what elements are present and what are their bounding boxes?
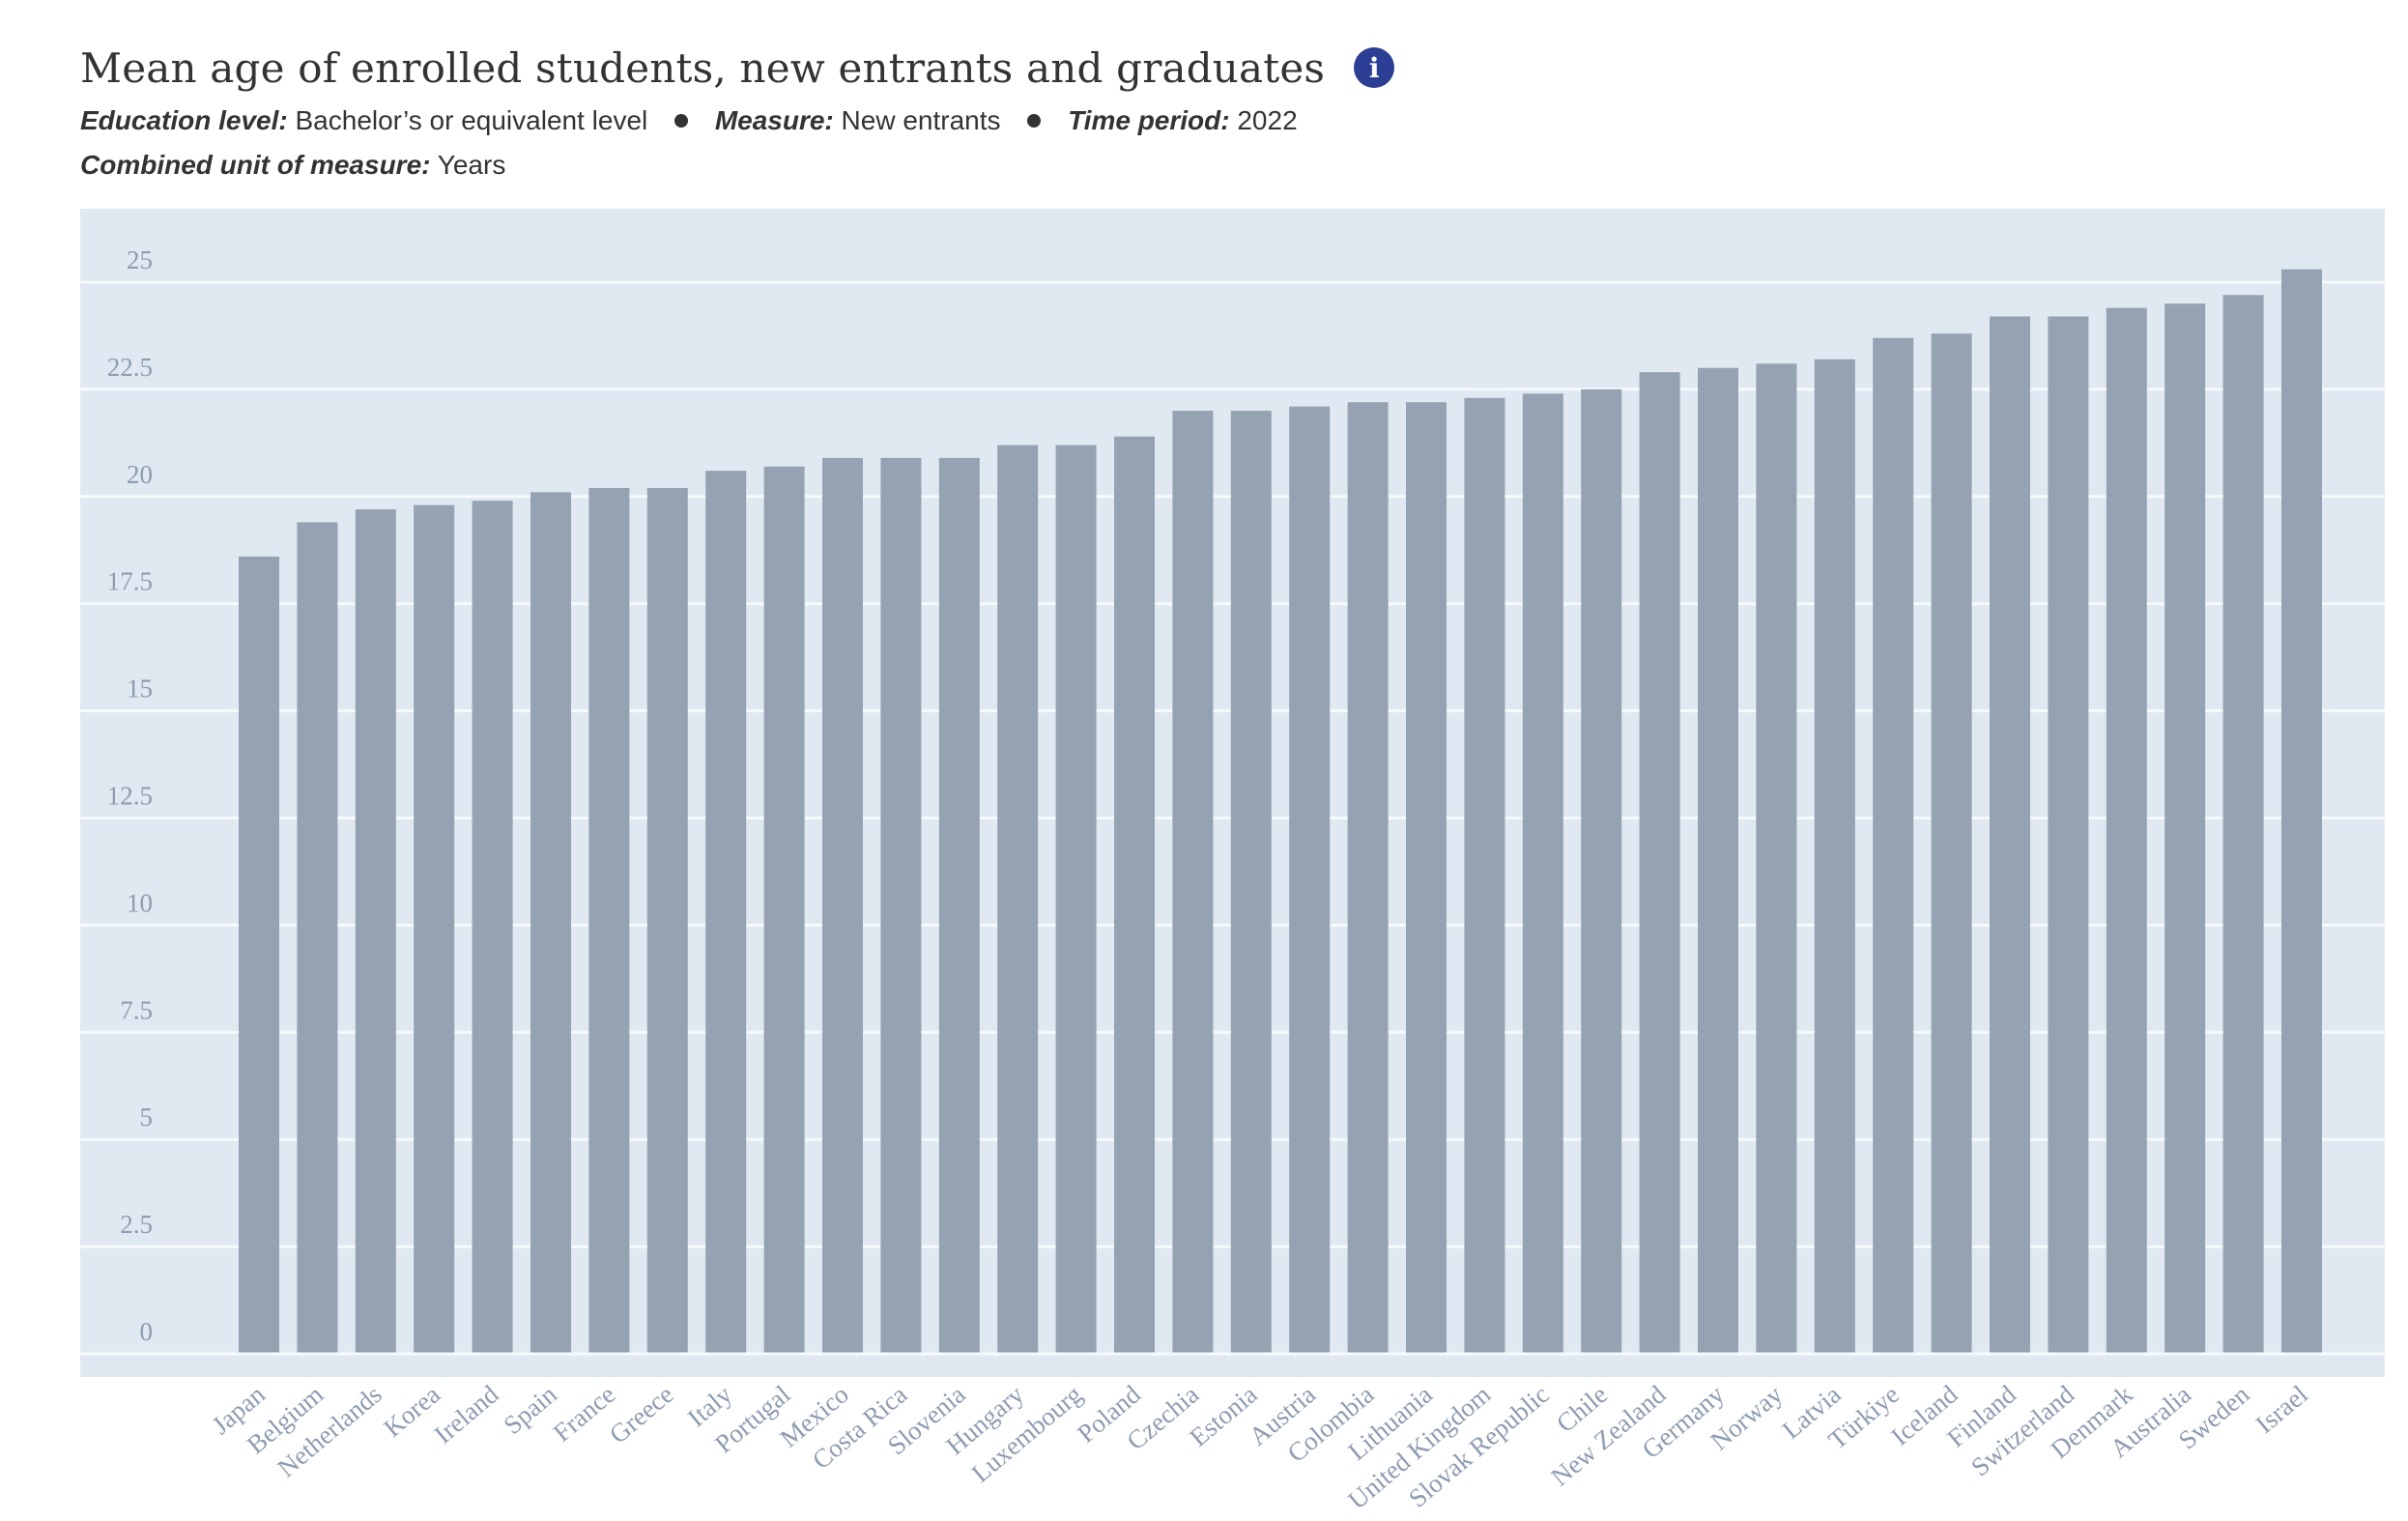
y-tick-label: 0 xyxy=(140,1317,154,1346)
bar[interactable]: Mexico: 20.9 xyxy=(822,457,863,1355)
chart-header: Mean age of enrolled students, new entra… xyxy=(80,37,2303,187)
bar[interactable]: Estonia: 22 xyxy=(1230,411,1272,1355)
chart-title: Mean age of enrolled students, new entra… xyxy=(80,43,1326,92)
bar[interactable]: Hungary: 21.2 xyxy=(997,445,1039,1354)
bar[interactable]: Slovak Republic: 22.4 xyxy=(1522,393,1563,1354)
education-level-label: Education level: xyxy=(80,105,288,135)
bar[interactable]: Korea: 19.8 xyxy=(414,504,455,1354)
bar[interactable]: Spain: 20.1 xyxy=(530,492,571,1354)
bar[interactable]: Czechia: 22 xyxy=(1172,411,1214,1355)
separator-dot xyxy=(1027,114,1042,129)
bar[interactable]: Belgium: 19.4 xyxy=(297,522,338,1354)
bar[interactable]: Costa Rica: 20.9 xyxy=(880,457,922,1355)
info-icon[interactable]: i xyxy=(1354,47,1395,88)
bar[interactable]: Ireland: 19.9 xyxy=(472,501,513,1354)
bar[interactable]: France: 20.2 xyxy=(588,487,630,1355)
unit-summary: Combined unit of measure: Years xyxy=(80,143,2303,187)
y-tick-label: 20 xyxy=(127,460,153,489)
time-period-value: 2022 xyxy=(1237,105,1298,135)
y-tick-label: 7.5 xyxy=(120,995,153,1024)
y-tick-label: 10 xyxy=(127,888,153,917)
bar[interactable]: Greece: 20.2 xyxy=(646,487,688,1355)
measure-value: New entrants xyxy=(841,105,1001,135)
y-tick-label: 2.5 xyxy=(120,1210,153,1239)
bar[interactable]: Slovenia: 20.9 xyxy=(938,457,980,1355)
bar[interactable]: Austria: 22.1 xyxy=(1289,406,1331,1354)
bar[interactable]: Chile: 22.5 xyxy=(1581,388,1622,1354)
bar[interactable]: Luxembourg: 21.2 xyxy=(1055,445,1097,1354)
separator-dot xyxy=(674,114,689,129)
bar[interactable]: Australia: 24.5 xyxy=(2164,303,2206,1355)
bar[interactable]: Switzerland: 24.2 xyxy=(2048,316,2089,1354)
x-tick-label: France xyxy=(548,1380,621,1448)
unit-label: Combined unit of measure: xyxy=(80,150,431,180)
bar[interactable]: Poland: 21.4 xyxy=(1114,436,1155,1354)
y-tick-label: 25 xyxy=(127,245,153,274)
bar[interactable]: Portugal: 20.7 xyxy=(763,466,805,1354)
bar[interactable]: Colombia: 22.2 xyxy=(1347,402,1389,1354)
measure-label: Measure: xyxy=(714,105,834,135)
bar[interactable]: New Zealand: 22.9 xyxy=(1639,372,1680,1354)
bar[interactable]: Iceland: 23.8 xyxy=(1931,333,1972,1355)
bar[interactable]: Lithuania: 22.2 xyxy=(1406,402,1447,1354)
education-level-value: Bachelor’s or equivalent level xyxy=(295,105,648,135)
bar[interactable]: Israel: 25.3 xyxy=(2281,269,2322,1354)
y-tick-label: 22.5 xyxy=(107,353,153,382)
bar[interactable]: Sweden: 24.7 xyxy=(2222,295,2264,1355)
y-tick-label: 17.5 xyxy=(107,567,153,596)
y-tick-label: 15 xyxy=(127,674,153,703)
x-tick-label: Ireland xyxy=(429,1379,504,1449)
x-tick-label: Israel xyxy=(2250,1380,2313,1440)
bar[interactable]: Türkiye: 23.7 xyxy=(1873,337,1914,1355)
bar[interactable]: United Kingdom: 22.3 xyxy=(1464,397,1505,1355)
bar[interactable]: Denmark: 24.4 xyxy=(2106,307,2147,1355)
unit-value: Years xyxy=(437,150,506,180)
bar[interactable]: Germany: 23 xyxy=(1698,367,1738,1355)
bar[interactable]: Netherlands: 19.7 xyxy=(355,509,396,1354)
bar[interactable]: Japan: 18.6 xyxy=(239,556,279,1354)
y-tick-label: 12.5 xyxy=(107,782,153,811)
time-period-label: Time period: xyxy=(1068,105,1230,135)
bar[interactable]: Italy: 20.6 xyxy=(705,471,747,1355)
y-tick-label: 5 xyxy=(140,1103,154,1132)
bar[interactable]: Latvia: 23.2 xyxy=(1814,359,1855,1354)
title-row: Mean age of enrolled students, new entra… xyxy=(80,37,2303,99)
bar[interactable]: Norway: 23.1 xyxy=(1756,363,1797,1355)
bar[interactable]: Finland: 24.2 xyxy=(1990,316,2030,1354)
x-tick-label: Estonia xyxy=(1184,1380,1262,1452)
filter-summary: Education level: Bachelor’s or equivalen… xyxy=(80,99,2303,143)
x-tick-label: Greece xyxy=(604,1380,679,1449)
